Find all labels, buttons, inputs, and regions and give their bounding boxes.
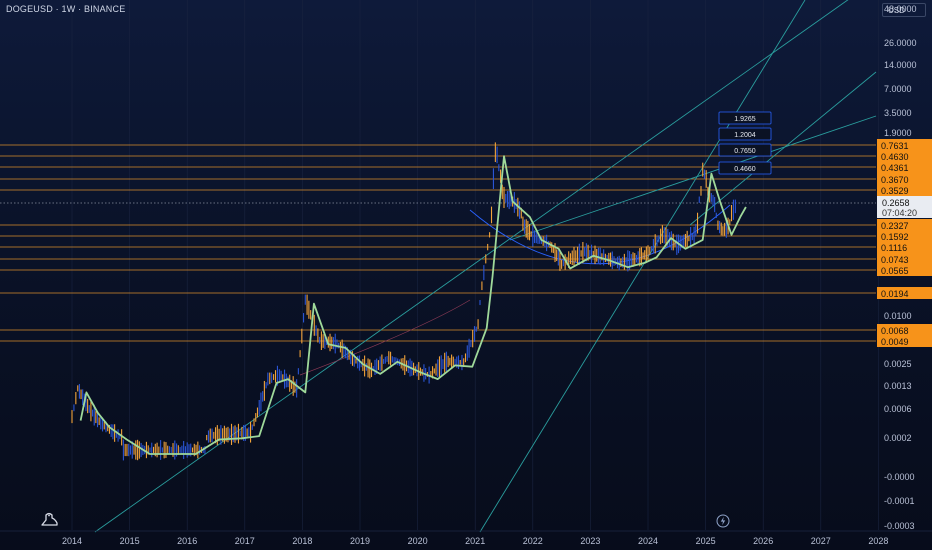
level-label-bg-0.7631	[877, 139, 932, 151]
x-tick-2016: 2016	[177, 536, 197, 546]
x-tick-2014: 2014	[62, 536, 82, 546]
level-label-bg-0.3670	[877, 173, 932, 185]
level-label-0.0068: 0.0068	[881, 326, 909, 336]
level-label-0.1592: 0.1592	[881, 232, 909, 242]
x-axis: 2014 2015 2016 2017 2018 2019 2020 2021 2022 2023…	[0, 530, 932, 546]
y-tick-0.0013: 0.0013	[884, 381, 912, 391]
level-label-bg-0.0565	[877, 264, 932, 276]
x-tick-2027: 2027	[811, 536, 831, 546]
target-label-1.9265: 1.9265	[734, 116, 756, 123]
level-label-0.1116: 0.1116	[881, 243, 907, 253]
level-label-bg-0.1592	[877, 230, 932, 242]
y-tick-26.0000: 26.0000	[884, 38, 917, 48]
level-label-bg-0.4361	[877, 161, 932, 173]
x-tick-2018: 2018	[292, 536, 312, 546]
tradingview-logo-icon[interactable]	[40, 511, 62, 532]
level-label-bg-0.0743	[877, 253, 932, 265]
moving-average-line	[79, 155, 747, 455]
level-label-0.0743: 0.0743	[881, 255, 909, 265]
target-label-0.4660: 0.4660	[734, 166, 756, 173]
y-tick-0.0002: 0.0002	[884, 433, 912, 443]
trend-line-3	[509, 115, 877, 241]
level-label-bg-0.2327	[877, 219, 932, 231]
x-tick-2021: 2021	[465, 536, 485, 546]
level-label-bg-0.0068	[877, 324, 932, 336]
symbol-title[interactable]: DOGEUSD · 1W · BINANCE	[6, 4, 126, 14]
y-tick-3.5000: 3.5000	[884, 108, 912, 118]
level-label-bg-0.0194	[877, 287, 932, 299]
target-box-0.7650	[718, 143, 772, 157]
x-tick-2019: 2019	[350, 536, 370, 546]
level-label-0.0565: 0.0565	[881, 266, 909, 276]
level-label-0.2327: 0.2327	[881, 221, 909, 231]
grid	[71, 0, 879, 530]
level-label-0.4361: 0.4361	[881, 163, 909, 173]
x-tick-2026: 2026	[753, 536, 773, 546]
y-tick-14.0000: 14.0000	[884, 60, 917, 70]
level-label-0.3670: 0.3670	[881, 175, 909, 185]
x-tick-2017: 2017	[235, 536, 255, 546]
ma-slow-line	[299, 299, 471, 376]
x-tick-2015: 2015	[120, 536, 140, 546]
y-tick--0.0000: -0.0000	[884, 472, 915, 482]
target-box-1.2004	[718, 127, 772, 141]
x-tick-2028: 2028	[868, 536, 888, 546]
lightning-icon[interactable]	[716, 514, 730, 533]
target-label-1.2004: 1.2004	[734, 132, 756, 139]
y-tick-7.0000: 7.0000	[884, 84, 912, 94]
y-tick--0.0003: -0.0003	[884, 521, 915, 531]
level-label-0.3529: 0.3529	[881, 186, 909, 196]
current-price-countdown: 07:04:20	[882, 208, 917, 218]
x-tick-2025: 2025	[696, 536, 716, 546]
y-axis: 48.0000 26.0000 14.0000 7.0000 3.5000 1.9000 0…	[877, 4, 932, 531]
trend-line-4	[689, 71, 877, 226]
y-tick-0.0100: 0.0100	[884, 311, 912, 321]
x-tick-2022: 2022	[523, 536, 543, 546]
level-label-bg-0.3529	[877, 184, 932, 196]
x-tick-2020: 2020	[408, 536, 428, 546]
level-label-bg-0.0049	[877, 335, 932, 347]
y-tick-0.0006: 0.0006	[884, 404, 912, 414]
horizontal-levels	[0, 144, 876, 342]
level-label-0.4630: 0.4630	[881, 152, 909, 162]
level-label-0.0194: 0.0194	[881, 289, 909, 299]
y-tick--0.0001: -0.0001	[884, 496, 915, 506]
trend-line-1	[94, 0, 849, 533]
y-tick-48.0000: 48.0000	[884, 4, 917, 14]
target-box-1.9265	[718, 111, 772, 125]
level-label-bg-0.1116	[877, 241, 932, 253]
currency-selector[interactable]: USD	[882, 3, 926, 17]
level-label-0.0049: 0.0049	[881, 337, 909, 347]
trend-line-2	[479, 0, 806, 533]
y-tick-0.0025: 0.0025	[884, 359, 912, 369]
x-tick-2024: 2024	[638, 536, 658, 546]
target-label-0.7650: 0.7650	[734, 148, 756, 155]
level-label-0.7631: 0.7631	[881, 141, 909, 151]
trend-lines	[94, 0, 877, 533]
level-label-bg-0.4630	[877, 150, 932, 162]
target-boxes: 1.9265 1.2004 0.7650 0.4660	[718, 111, 772, 175]
target-box-0.4660	[718, 161, 772, 175]
current-price-badge	[877, 196, 932, 218]
y-tick-1.9000: 1.9000	[884, 128, 912, 138]
x-tick-2023: 2023	[580, 536, 600, 546]
current-price-value: 0.2658	[882, 198, 910, 208]
